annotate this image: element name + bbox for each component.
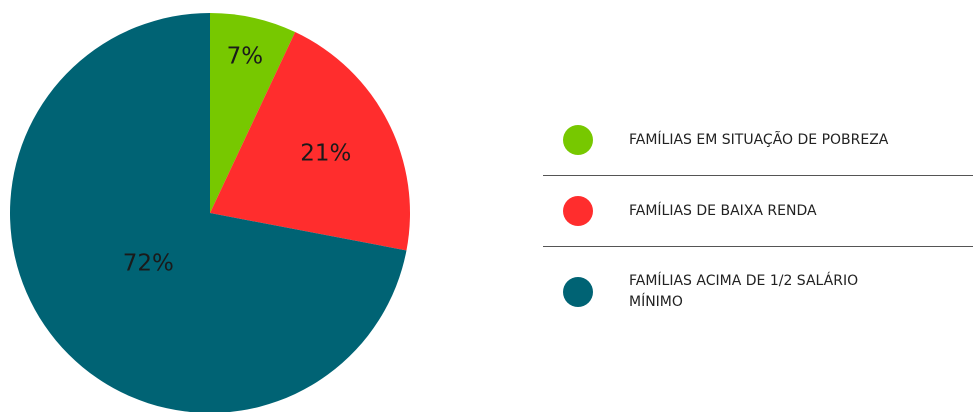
pie-slice: [10, 13, 407, 412]
legend-label: FAMÍLIAS EM SITUAÇÃO DE POBREZA: [629, 131, 889, 148]
legend-item: FAMÍLIAS DE BAIXA RENDA: [543, 176, 973, 247]
pie-slice: [210, 13, 296, 213]
value-label: 21%: [300, 140, 351, 166]
pie-slice: [210, 32, 411, 251]
legend-label: FAMÍLIAS DE BAIXA RENDA: [629, 202, 817, 219]
legend-swatch: [563, 125, 593, 155]
legend: FAMÍLIAS EM SITUAÇÃO DE POBREZA FAMÍLIAS …: [543, 105, 973, 337]
value-label: 7%: [227, 43, 264, 69]
value-label: 72%: [123, 250, 174, 276]
legend-label: FAMÍLIAS ACIMA DE 1/2 SALÁRIO MÍNIMO: [629, 273, 859, 310]
legend-item: FAMÍLIAS ACIMA DE 1/2 SALÁRIO MÍNIMO: [543, 247, 973, 337]
legend-item: FAMÍLIAS EM SITUAÇÃO DE POBREZA: [543, 105, 973, 176]
legend-swatch: [563, 277, 593, 307]
chart: 7% 21% 72%: [10, 13, 411, 412]
legend-swatch: [563, 196, 593, 226]
